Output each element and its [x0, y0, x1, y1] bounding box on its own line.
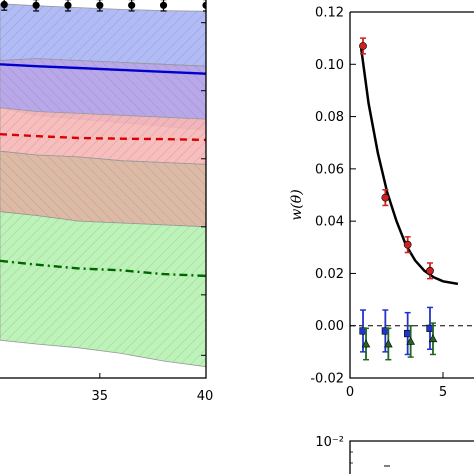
bottom-chart-panel: 10⁻² — [315, 435, 474, 474]
x-tick-label: 35 — [92, 389, 109, 404]
triangle-marker — [384, 339, 393, 348]
circle-marker — [381, 193, 390, 202]
right-chart-panel — [350, 37, 474, 361]
bottom-axes-frame — [349, 440, 474, 474]
x-tick-label: 5 — [439, 385, 447, 400]
data-point — [202, 1, 206, 9]
triangle-marker — [361, 339, 371, 348]
y-tick-label: -0.02 — [310, 372, 344, 387]
y-tick-label: 0.08 — [315, 110, 344, 125]
left-chart-panel — [0, 0, 206, 368]
band-hatch-3 — [0, 107, 206, 165]
data-point — [32, 1, 40, 9]
right-axes-frame — [349, 12, 474, 379]
y-tick-label: 0.00 — [315, 319, 344, 334]
y-axis-label: w(θ) — [289, 189, 305, 220]
y-tick-label: 0.04 — [315, 215, 344, 230]
data-point — [0, 0, 8, 9]
triangle-marker — [428, 334, 438, 343]
model-line-dashdot — [0, 259, 206, 278]
triangle-marker — [406, 336, 415, 345]
data-point — [159, 1, 168, 9]
data-point — [96, 1, 104, 9]
y-tick-label: 0.06 — [315, 162, 344, 177]
model-fit-line — [359, 48, 459, 286]
left-chart-frame: 35 40 — [0, 0, 213, 404]
x-tick-label: 40 — [197, 389, 214, 404]
band-hatch-4 — [0, 151, 206, 227]
y-tick-label: 0.12 — [315, 6, 344, 21]
circle-marker — [403, 240, 412, 249]
right-chart-frame: 0.12 0.10 0.08 0.06 0.04 0.02 0.00 -0.020 5 w(θ) — [289, 6, 474, 400]
y-tick-label: 10⁻² — [315, 435, 344, 450]
x-tick-label: 0 — [346, 385, 354, 400]
data-point — [128, 1, 136, 9]
model-line-dashed — [0, 133, 206, 142]
band-hatch-1 — [0, 3, 206, 67]
data-point — [64, 1, 72, 9]
circle-marker — [359, 42, 367, 50]
y-tick-label: 0.02 — [315, 267, 344, 282]
y-tick-label: 0.10 — [315, 58, 344, 73]
band-hatch-5 — [0, 211, 206, 367]
circle-marker — [426, 266, 434, 275]
left-axes-frame — [0, 0, 207, 379]
model-line-solid — [0, 63, 206, 75]
